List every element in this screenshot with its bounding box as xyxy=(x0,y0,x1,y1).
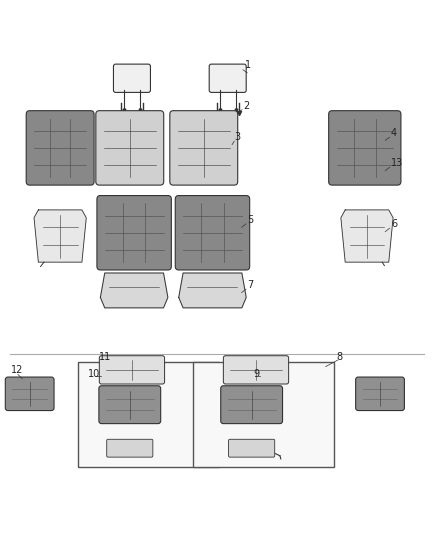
FancyBboxPatch shape xyxy=(107,439,153,457)
FancyBboxPatch shape xyxy=(113,64,150,92)
Text: 11: 11 xyxy=(99,352,112,362)
Text: 5: 5 xyxy=(247,215,254,225)
Text: 1: 1 xyxy=(245,60,251,70)
Polygon shape xyxy=(341,210,393,262)
Polygon shape xyxy=(34,210,86,262)
Text: 2: 2 xyxy=(243,101,249,111)
FancyBboxPatch shape xyxy=(209,64,246,92)
Text: 3: 3 xyxy=(235,132,241,142)
FancyBboxPatch shape xyxy=(99,356,165,384)
Text: 10: 10 xyxy=(88,369,101,379)
Text: 4: 4 xyxy=(391,128,397,138)
Text: 13: 13 xyxy=(391,158,403,168)
FancyBboxPatch shape xyxy=(5,377,54,410)
Polygon shape xyxy=(100,273,168,308)
FancyBboxPatch shape xyxy=(356,377,404,410)
FancyBboxPatch shape xyxy=(97,196,171,270)
FancyBboxPatch shape xyxy=(26,111,94,185)
FancyBboxPatch shape xyxy=(96,111,164,185)
FancyBboxPatch shape xyxy=(99,386,161,424)
Text: 6: 6 xyxy=(391,220,397,229)
Text: 12: 12 xyxy=(11,365,23,375)
Bar xyxy=(193,362,334,467)
Text: 7: 7 xyxy=(247,280,254,290)
Bar xyxy=(78,362,219,467)
FancyBboxPatch shape xyxy=(229,439,275,457)
FancyBboxPatch shape xyxy=(223,356,289,384)
FancyBboxPatch shape xyxy=(221,386,283,424)
Text: 9: 9 xyxy=(254,369,260,379)
FancyBboxPatch shape xyxy=(328,111,401,185)
Polygon shape xyxy=(179,273,246,308)
Text: 8: 8 xyxy=(336,352,343,362)
FancyBboxPatch shape xyxy=(170,111,238,185)
FancyBboxPatch shape xyxy=(175,196,250,270)
